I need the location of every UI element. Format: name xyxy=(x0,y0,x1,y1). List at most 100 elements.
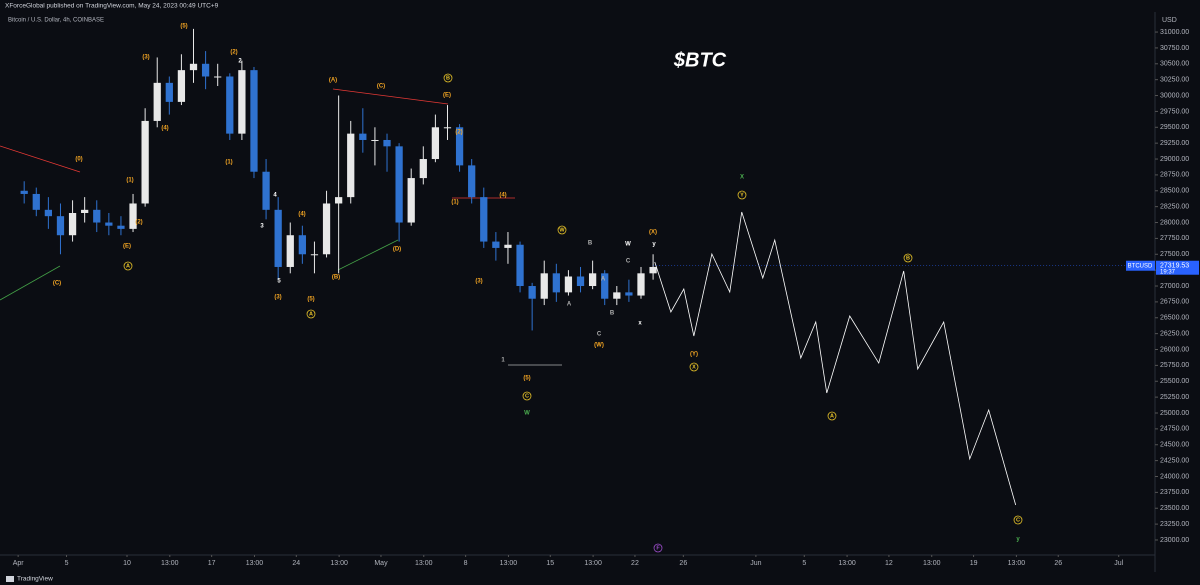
x-tick-label: 8 xyxy=(464,560,468,567)
wave-label: (E) xyxy=(123,244,131,250)
wave-label: A xyxy=(126,263,130,269)
wave-label: (3) xyxy=(475,279,482,285)
candle-body xyxy=(431,127,440,160)
y-tick-label: 28500.00 xyxy=(1160,188,1189,195)
candle-body xyxy=(105,222,113,226)
candle-body xyxy=(613,292,621,299)
y-tick-label: 26750.00 xyxy=(1160,299,1189,306)
wave-label: C xyxy=(1016,517,1020,523)
y-tick-label: 23500.00 xyxy=(1160,505,1189,512)
candle-body xyxy=(383,139,391,147)
x-tick-label: 19 xyxy=(970,560,978,567)
candle-body xyxy=(298,235,306,255)
candle-body xyxy=(588,273,597,287)
symbol-info: Bitcoin / U.S. Dollar, 4h, COINBASE xyxy=(8,18,104,24)
wave-label: X xyxy=(692,364,696,370)
x-tick-label: Apr xyxy=(13,560,25,567)
wave-label: C xyxy=(626,259,631,265)
candle-body xyxy=(625,292,633,296)
wave-label: W xyxy=(524,411,530,417)
x-tick-label: 5 xyxy=(802,560,806,567)
y-tick-label: 27000.00 xyxy=(1160,283,1189,290)
candle-body xyxy=(504,244,512,248)
wave-label: (E) xyxy=(443,93,451,99)
y-tick-label: 27750.00 xyxy=(1160,235,1189,242)
candle-body xyxy=(528,286,536,299)
wave-label: (5) xyxy=(523,376,530,382)
wave-label: (A) xyxy=(329,78,337,84)
y-tick-label: 29500.00 xyxy=(1160,124,1189,131)
wave-label: X xyxy=(740,175,744,181)
price-tag-countdown: 19:37 xyxy=(1160,269,1176,275)
wave-label: (C) xyxy=(377,84,385,90)
candle-body xyxy=(201,63,210,77)
candle-body xyxy=(238,70,246,134)
wave-label: (1) xyxy=(126,178,133,184)
wave-label: (2) xyxy=(455,130,462,136)
projection-line xyxy=(654,211,1017,506)
wave-label: F xyxy=(656,545,660,551)
footer-brand: TradingView xyxy=(17,576,53,583)
x-tick-label: 26 xyxy=(679,560,687,567)
candle-body xyxy=(286,235,294,267)
wave-label: (1) xyxy=(225,160,232,166)
y-tick-label: 25500.00 xyxy=(1160,378,1189,385)
x-tick-label: 13:00 xyxy=(500,560,518,567)
wave-label: (Y) xyxy=(690,352,698,358)
candle-body xyxy=(359,133,367,140)
candle-body xyxy=(165,82,173,102)
x-tick-label: Jul xyxy=(1114,560,1123,567)
wave-label: (5) xyxy=(180,24,187,30)
candle-body xyxy=(32,193,40,210)
x-tick-label: 22 xyxy=(631,560,639,567)
trend-line xyxy=(337,239,399,271)
wave-label: C xyxy=(597,332,602,338)
wave-label: (W) xyxy=(594,343,604,349)
wave-label: (D) xyxy=(393,247,401,253)
x-tick-label: Jun xyxy=(750,560,761,567)
wave-label: (4) xyxy=(298,212,305,218)
candle-body xyxy=(564,276,573,293)
y-tick-label: 28000.00 xyxy=(1160,219,1189,226)
wave-circle xyxy=(443,73,453,83)
y-tick-label: 29250.00 xyxy=(1160,140,1189,147)
candle-body xyxy=(480,197,488,242)
candle-body xyxy=(468,165,476,198)
wave-label: (3) xyxy=(142,55,149,61)
candle-body xyxy=(189,63,198,71)
y-tick-label: 24750.00 xyxy=(1160,426,1189,433)
wave-label: A xyxy=(309,311,313,317)
y-tick-label: 24500.00 xyxy=(1160,442,1189,449)
wave-label: 4 xyxy=(273,193,277,199)
candle-body xyxy=(516,244,524,287)
wave-label: x xyxy=(638,321,642,327)
candle-body xyxy=(226,76,234,134)
wave-label: (0) xyxy=(75,157,82,163)
wave-circle xyxy=(689,362,699,372)
trend-line xyxy=(0,265,61,301)
wave-label: C xyxy=(525,393,529,399)
y-tick-label: 24000.00 xyxy=(1160,473,1189,480)
trend-line xyxy=(332,88,449,105)
candle-body xyxy=(395,146,403,223)
candle-body xyxy=(407,178,415,223)
wave-label: Y xyxy=(740,192,744,198)
candle-body xyxy=(540,273,548,299)
candle-body xyxy=(322,203,331,255)
x-tick-label: 24 xyxy=(292,560,300,567)
y-tick-label: 23250.00 xyxy=(1160,521,1189,528)
candle-body xyxy=(262,171,270,210)
wave-label: y xyxy=(652,242,656,248)
candle-body xyxy=(141,120,149,204)
wave-label: B xyxy=(610,311,615,317)
wave-label: (4) xyxy=(499,193,506,199)
y-tick-label: 23750.00 xyxy=(1160,489,1189,496)
x-tick-label: 17 xyxy=(208,560,216,567)
wave-label: (5) xyxy=(307,297,314,303)
trend-line xyxy=(0,145,81,173)
x-tick-label: 13:00 xyxy=(330,560,348,567)
y-tick-label: 29750.00 xyxy=(1160,108,1189,115)
y-tick-label: 27500.00 xyxy=(1160,251,1189,258)
wave-circle xyxy=(306,309,316,319)
